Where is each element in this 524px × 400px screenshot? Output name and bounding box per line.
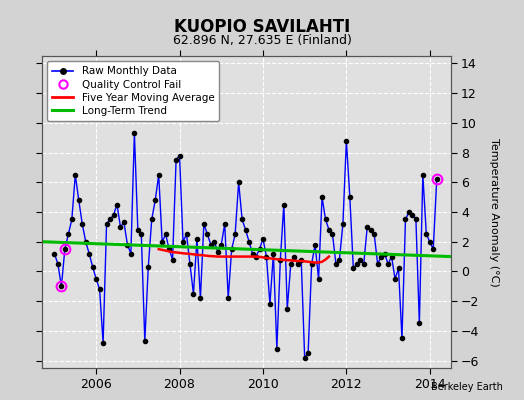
Y-axis label: Temperature Anomaly (°C): Temperature Anomaly (°C) — [489, 138, 499, 286]
Text: Berkeley Earth: Berkeley Earth — [431, 382, 503, 392]
Legend: Raw Monthly Data, Quality Control Fail, Five Year Moving Average, Long-Term Tren: Raw Monthly Data, Quality Control Fail, … — [47, 61, 220, 121]
Text: 62.896 N, 27.635 E (Finland): 62.896 N, 27.635 E (Finland) — [172, 34, 352, 47]
Text: KUOPIO SAVILAHTI: KUOPIO SAVILAHTI — [174, 18, 350, 36]
